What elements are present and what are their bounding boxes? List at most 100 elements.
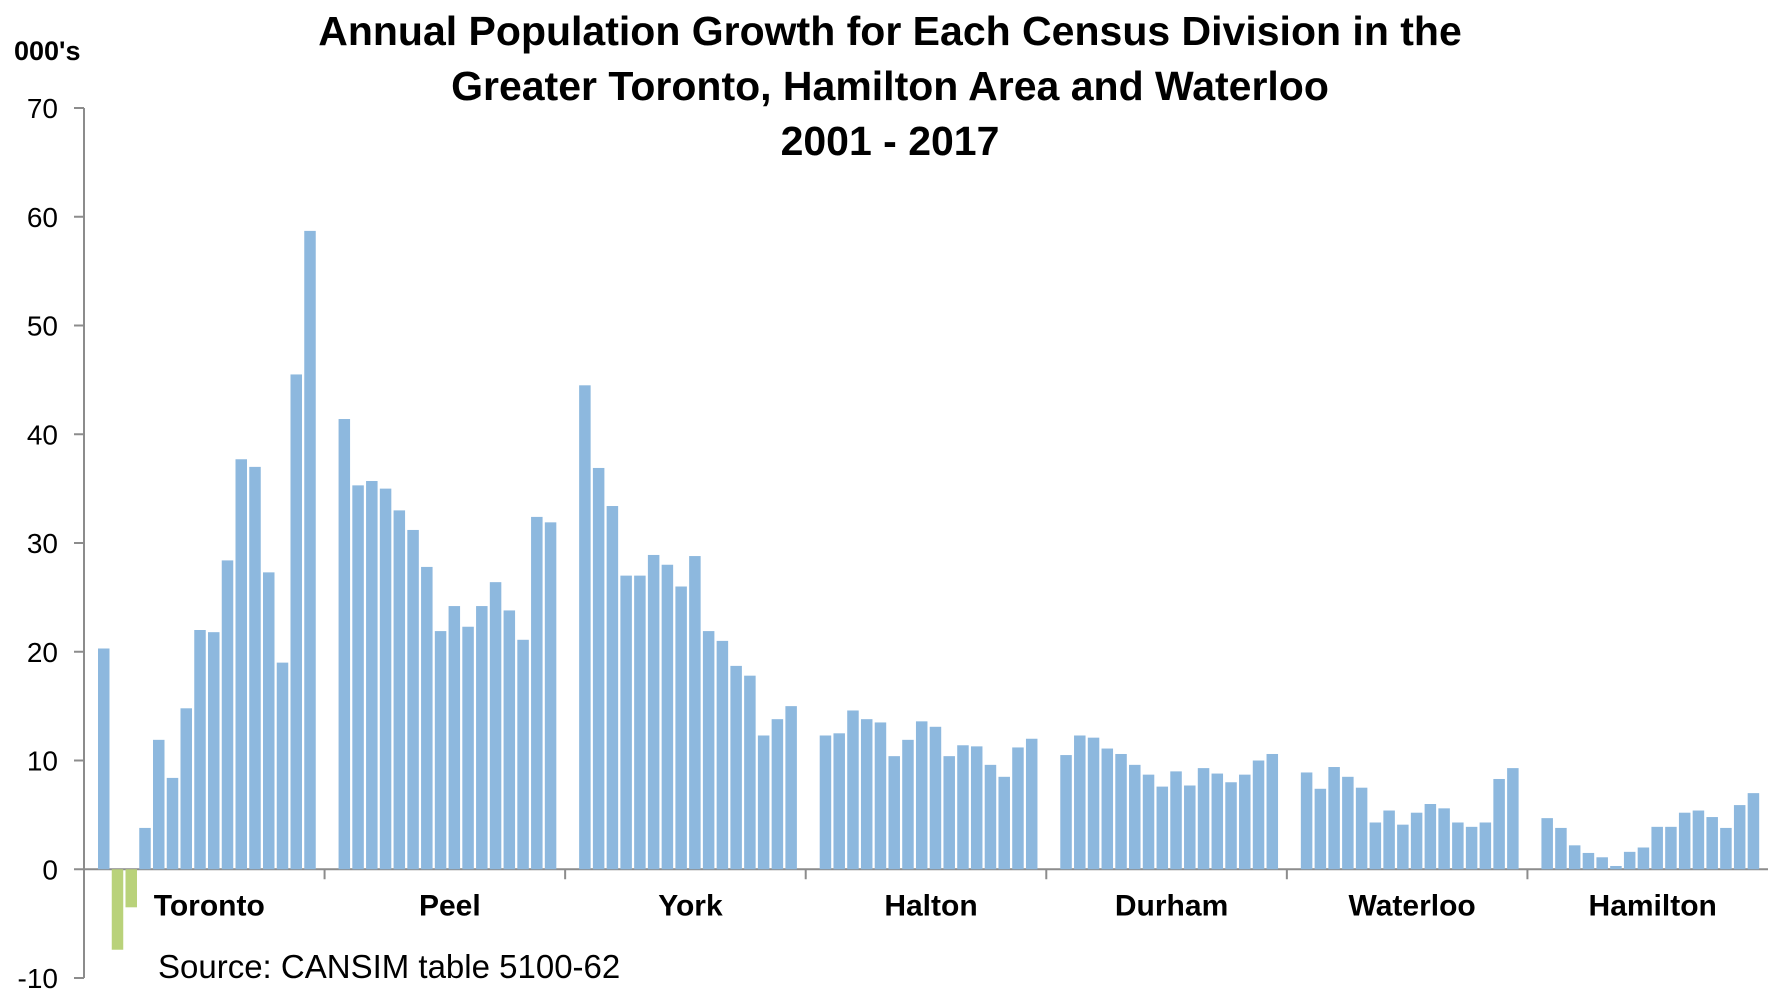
bar-toronto-12 <box>249 466 261 870</box>
bar-waterloo-7 <box>1383 810 1395 870</box>
bar-waterloo-12 <box>1452 822 1464 870</box>
bar-hamilton-9 <box>1651 826 1663 870</box>
bar-halton-9 <box>929 726 942 870</box>
bar-halton-12 <box>970 746 983 870</box>
bar-halton-16 <box>1025 738 1038 870</box>
bar-waterloo-10 <box>1424 804 1437 870</box>
bar-hamilton-14 <box>1720 827 1732 870</box>
bar-halton-6 <box>888 756 900 870</box>
bar-toronto-7 <box>180 708 192 870</box>
bar-halton-7 <box>902 739 914 870</box>
bar-toronto-5 <box>153 739 165 870</box>
bar-durham-1 <box>1060 755 1072 870</box>
y-tick-label: 20 <box>27 637 58 668</box>
x-category-label: Peel <box>419 889 481 922</box>
bar-halton-13 <box>984 764 997 870</box>
bar-waterloo-14 <box>1479 822 1492 870</box>
bar-durham-10 <box>1184 785 1196 870</box>
bar-halton-2 <box>833 733 845 870</box>
bar-hamilton-3 <box>1568 845 1581 870</box>
bar-peel-1 <box>338 419 351 870</box>
bar-hamilton-8 <box>1637 847 1650 870</box>
x-category-label: Toronto <box>154 889 265 922</box>
bar-waterloo-1 <box>1300 772 1313 870</box>
bar-peel-5 <box>393 510 406 870</box>
bar-waterloo-3 <box>1328 767 1340 870</box>
bar-peel-12 <box>489 582 502 870</box>
bar-hamilton-7 <box>1623 851 1636 870</box>
bar-peel-10 <box>462 626 474 870</box>
bar-peel-4 <box>379 488 392 870</box>
bar-durham-16 <box>1266 753 1279 870</box>
bar-york-1 <box>579 385 591 870</box>
bar-toronto-16 <box>304 230 316 870</box>
bar-halton-1 <box>819 735 832 870</box>
bar-peel-7 <box>421 566 433 870</box>
bar-peel-6 <box>407 529 419 870</box>
bar-york-11 <box>716 640 729 870</box>
bar-hamilton-4 <box>1582 852 1595 870</box>
bar-halton-10 <box>943 756 955 870</box>
bar-toronto-4 <box>139 827 151 870</box>
y-axis-unit-label: 000's <box>14 36 81 66</box>
bar-durham-12 <box>1211 773 1224 870</box>
bar-peel-8 <box>434 631 447 870</box>
bar-durham-2 <box>1074 735 1086 870</box>
bar-durham-4 <box>1101 748 1114 870</box>
bar-toronto-3 <box>125 869 137 908</box>
bar-hamilton-15 <box>1733 805 1746 870</box>
bar-toronto-11 <box>235 459 247 870</box>
x-category-label: Halton <box>884 889 977 922</box>
bar-waterloo-11 <box>1438 808 1450 870</box>
bar-york-2 <box>592 467 605 870</box>
bar-peel-9 <box>448 606 461 870</box>
bar-halton-5 <box>874 722 887 870</box>
bar-hamilton-12 <box>1692 810 1705 870</box>
bar-peel-15 <box>531 516 543 870</box>
bar-york-16 <box>785 706 797 870</box>
bar-durham-3 <box>1087 737 1100 870</box>
bar-toronto-10 <box>221 560 234 870</box>
y-tick-label: 50 <box>27 311 58 342</box>
bar-york-3 <box>606 506 619 870</box>
chart-title: Annual Population Growth for Each Census… <box>180 4 1600 169</box>
y-tick-label: 30 <box>27 528 58 559</box>
bar-durham-9 <box>1170 771 1182 870</box>
bar-hamilton-10 <box>1665 826 1677 870</box>
bar-durham-13 <box>1225 782 1237 870</box>
bar-peel-16 <box>544 522 557 870</box>
bar-hamilton-11 <box>1678 812 1691 870</box>
bar-hamilton-6 <box>1610 865 1622 870</box>
chart-title-line-1: Annual Population Growth for Each Census… <box>318 8 1462 54</box>
bar-peel-2 <box>352 485 364 870</box>
bar-waterloo-16 <box>1507 768 1519 870</box>
bar-halton-11 <box>957 745 969 870</box>
y-tick-label: 70 <box>27 93 58 124</box>
bar-waterloo-4 <box>1342 776 1354 870</box>
bar-halton-14 <box>998 776 1010 870</box>
bar-waterloo-5 <box>1355 787 1368 870</box>
bar-durham-15 <box>1252 760 1265 870</box>
bar-durham-7 <box>1142 774 1155 870</box>
bar-york-10 <box>702 631 715 870</box>
bar-peel-14 <box>517 639 529 870</box>
x-category-label: Durham <box>1115 889 1228 922</box>
bar-york-7 <box>661 564 674 870</box>
bar-durham-14 <box>1239 774 1251 870</box>
bar-peel-13 <box>503 610 516 870</box>
bar-york-15 <box>771 719 784 870</box>
bar-york-14 <box>757 735 770 870</box>
x-category-label: Waterloo <box>1349 889 1476 922</box>
y-tick-label: -10 <box>18 963 58 990</box>
bar-toronto-13 <box>263 572 275 870</box>
bar-york-4 <box>620 575 632 870</box>
bar-york-12 <box>730 665 742 870</box>
bar-durham-8 <box>1156 786 1169 870</box>
bar-toronto-9 <box>208 632 220 870</box>
x-category-label: Hamilton <box>1589 889 1717 922</box>
bar-waterloo-6 <box>1369 822 1382 870</box>
y-tick-label: 0 <box>42 854 58 885</box>
bar-york-8 <box>675 586 687 870</box>
